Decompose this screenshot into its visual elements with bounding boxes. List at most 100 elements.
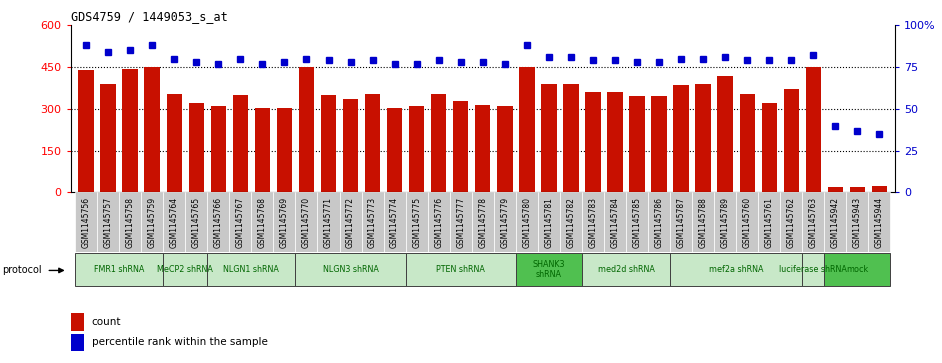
Bar — [163, 192, 186, 252]
Bar — [252, 192, 273, 252]
Bar — [739, 94, 755, 192]
Text: GSM1145768: GSM1145768 — [258, 197, 267, 248]
Bar — [449, 192, 472, 252]
Bar — [211, 106, 226, 192]
Text: GSM1145789: GSM1145789 — [721, 197, 730, 248]
Bar — [784, 89, 799, 192]
Text: GSM1145781: GSM1145781 — [544, 197, 553, 248]
Bar — [608, 92, 623, 192]
Text: count: count — [92, 317, 122, 327]
Bar — [585, 92, 601, 192]
Text: NLGN1 shRNA: NLGN1 shRNA — [223, 265, 280, 274]
Text: GSM1145780: GSM1145780 — [523, 197, 531, 248]
Bar — [582, 192, 604, 252]
Bar — [254, 107, 270, 192]
Bar — [229, 192, 252, 252]
Text: GSM1145760: GSM1145760 — [742, 197, 752, 248]
Bar — [626, 192, 648, 252]
Bar — [761, 103, 777, 192]
Text: GSM1145785: GSM1145785 — [632, 197, 642, 248]
Bar — [516, 192, 538, 252]
Text: PTEN shRNA: PTEN shRNA — [436, 265, 485, 274]
Text: GSM1145944: GSM1145944 — [875, 197, 884, 248]
Bar — [824, 253, 890, 286]
Text: GSM1145758: GSM1145758 — [125, 197, 135, 248]
Bar — [321, 95, 336, 192]
Text: percentile rank within the sample: percentile rank within the sample — [92, 337, 268, 347]
Bar — [824, 192, 847, 252]
Text: GSM1145761: GSM1145761 — [765, 197, 773, 248]
Bar — [362, 192, 383, 252]
Bar — [71, 313, 84, 331]
Bar — [604, 192, 626, 252]
Bar — [317, 192, 339, 252]
Text: GSM1145943: GSM1145943 — [853, 197, 862, 248]
Text: GSM1145771: GSM1145771 — [324, 197, 333, 248]
Bar — [651, 97, 667, 192]
Bar — [119, 192, 141, 252]
Bar — [692, 192, 714, 252]
Bar — [71, 334, 84, 351]
Bar — [871, 186, 887, 192]
Bar — [560, 192, 582, 252]
Bar — [758, 192, 780, 252]
Text: GSM1145787: GSM1145787 — [676, 197, 686, 248]
Text: GSM1145774: GSM1145774 — [390, 197, 399, 248]
Bar — [406, 192, 428, 252]
Text: GSM1145767: GSM1145767 — [236, 197, 245, 248]
Bar — [695, 84, 711, 192]
Bar — [648, 192, 670, 252]
Bar — [277, 107, 292, 192]
Text: MeCP2 shRNA: MeCP2 shRNA — [157, 265, 213, 274]
Text: GSM1145775: GSM1145775 — [413, 197, 421, 248]
Bar — [296, 253, 406, 286]
Text: GSM1145770: GSM1145770 — [302, 197, 311, 248]
Bar — [516, 253, 582, 286]
Text: SHANK3
shRNA: SHANK3 shRNA — [532, 260, 565, 279]
Bar — [497, 106, 512, 192]
Bar — [406, 253, 516, 286]
Bar — [538, 192, 560, 252]
Text: protocol: protocol — [2, 265, 41, 276]
Text: GSM1145777: GSM1145777 — [456, 197, 465, 248]
Bar — [343, 99, 358, 192]
Bar — [409, 106, 425, 192]
Text: GSM1145772: GSM1145772 — [346, 197, 355, 248]
Bar — [850, 187, 865, 192]
Bar — [78, 70, 94, 192]
Bar — [122, 69, 138, 192]
Bar — [541, 84, 557, 192]
Text: GSM1145765: GSM1145765 — [192, 197, 201, 248]
Text: GSM1145757: GSM1145757 — [104, 197, 113, 248]
Text: GSM1145788: GSM1145788 — [699, 197, 707, 248]
Bar — [428, 192, 449, 252]
Bar — [714, 192, 737, 252]
Text: GSM1145762: GSM1145762 — [787, 197, 796, 248]
Bar — [144, 67, 160, 192]
Bar — [273, 192, 296, 252]
Text: GSM1145756: GSM1145756 — [82, 197, 90, 248]
Bar — [519, 67, 534, 192]
Bar — [75, 253, 163, 286]
Bar — [299, 67, 315, 192]
Bar — [582, 253, 670, 286]
Text: GSM1145763: GSM1145763 — [809, 197, 818, 248]
Text: mock: mock — [846, 265, 869, 274]
Text: FMR1 shRNA: FMR1 shRNA — [94, 265, 144, 274]
Bar — [869, 192, 890, 252]
Text: GSM1145784: GSM1145784 — [610, 197, 620, 248]
Bar — [780, 192, 803, 252]
Bar — [475, 105, 491, 192]
Text: GSM1145779: GSM1145779 — [500, 197, 510, 248]
Text: GSM1145773: GSM1145773 — [368, 197, 377, 248]
Text: GSM1145769: GSM1145769 — [280, 197, 289, 248]
Bar — [296, 192, 317, 252]
Bar — [101, 84, 116, 192]
Bar — [670, 192, 692, 252]
Bar — [188, 103, 204, 192]
Bar — [805, 67, 821, 192]
Bar — [186, 192, 207, 252]
Bar — [629, 97, 644, 192]
Bar — [674, 85, 689, 192]
Bar — [387, 107, 402, 192]
